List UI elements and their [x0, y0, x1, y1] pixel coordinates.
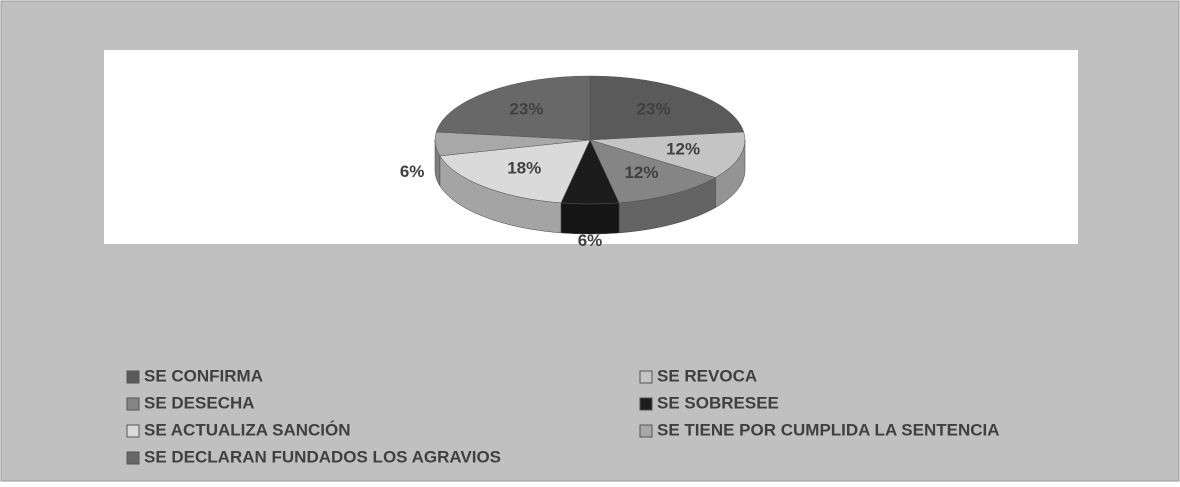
legend: SE CONFIRMA SE REVOCA SE DESECHA SE SOBRESE… — [126, 366, 1000, 466]
data-label: 23% — [509, 100, 543, 119]
legend-swatch — [126, 451, 140, 465]
legend-swatch — [639, 370, 653, 384]
legend-label: SE SOBRESEE — [657, 393, 779, 412]
slice — [435, 75, 591, 141]
legend-label: SE CONFIRMA — [144, 366, 263, 385]
data-label: 12% — [624, 163, 658, 182]
legend-label: SE ACTUALIZA SANCIÓN — [144, 420, 351, 439]
slice — [439, 139, 591, 204]
legend-label: SE TIENE POR CUMPLIDA LA SENTENCIA — [657, 420, 1000, 439]
legend-swatch — [126, 424, 140, 438]
data-label: 18% — [507, 158, 541, 177]
data-label: 6% — [400, 162, 425, 181]
slice-side — [560, 202, 620, 235]
slice — [589, 131, 746, 178]
legend-swatch — [126, 370, 140, 384]
legend-label: SE DECLARAN FUNDADOS LOS AGRAVIOS — [144, 447, 501, 466]
data-label: 6% — [578, 231, 603, 250]
slice — [589, 139, 717, 204]
slice — [589, 75, 745, 141]
legend-label: SE REVOCA — [657, 366, 757, 385]
legend-swatch — [126, 397, 140, 411]
legend-swatch — [639, 424, 653, 438]
data-label: 12% — [666, 139, 700, 158]
legend-label: SE DESECHA — [144, 393, 255, 412]
data-label: 23% — [637, 100, 671, 119]
legend-swatch — [639, 397, 653, 411]
pie: 23% 12% 12% 6% 18% 6% 23% — [400, 75, 746, 250]
